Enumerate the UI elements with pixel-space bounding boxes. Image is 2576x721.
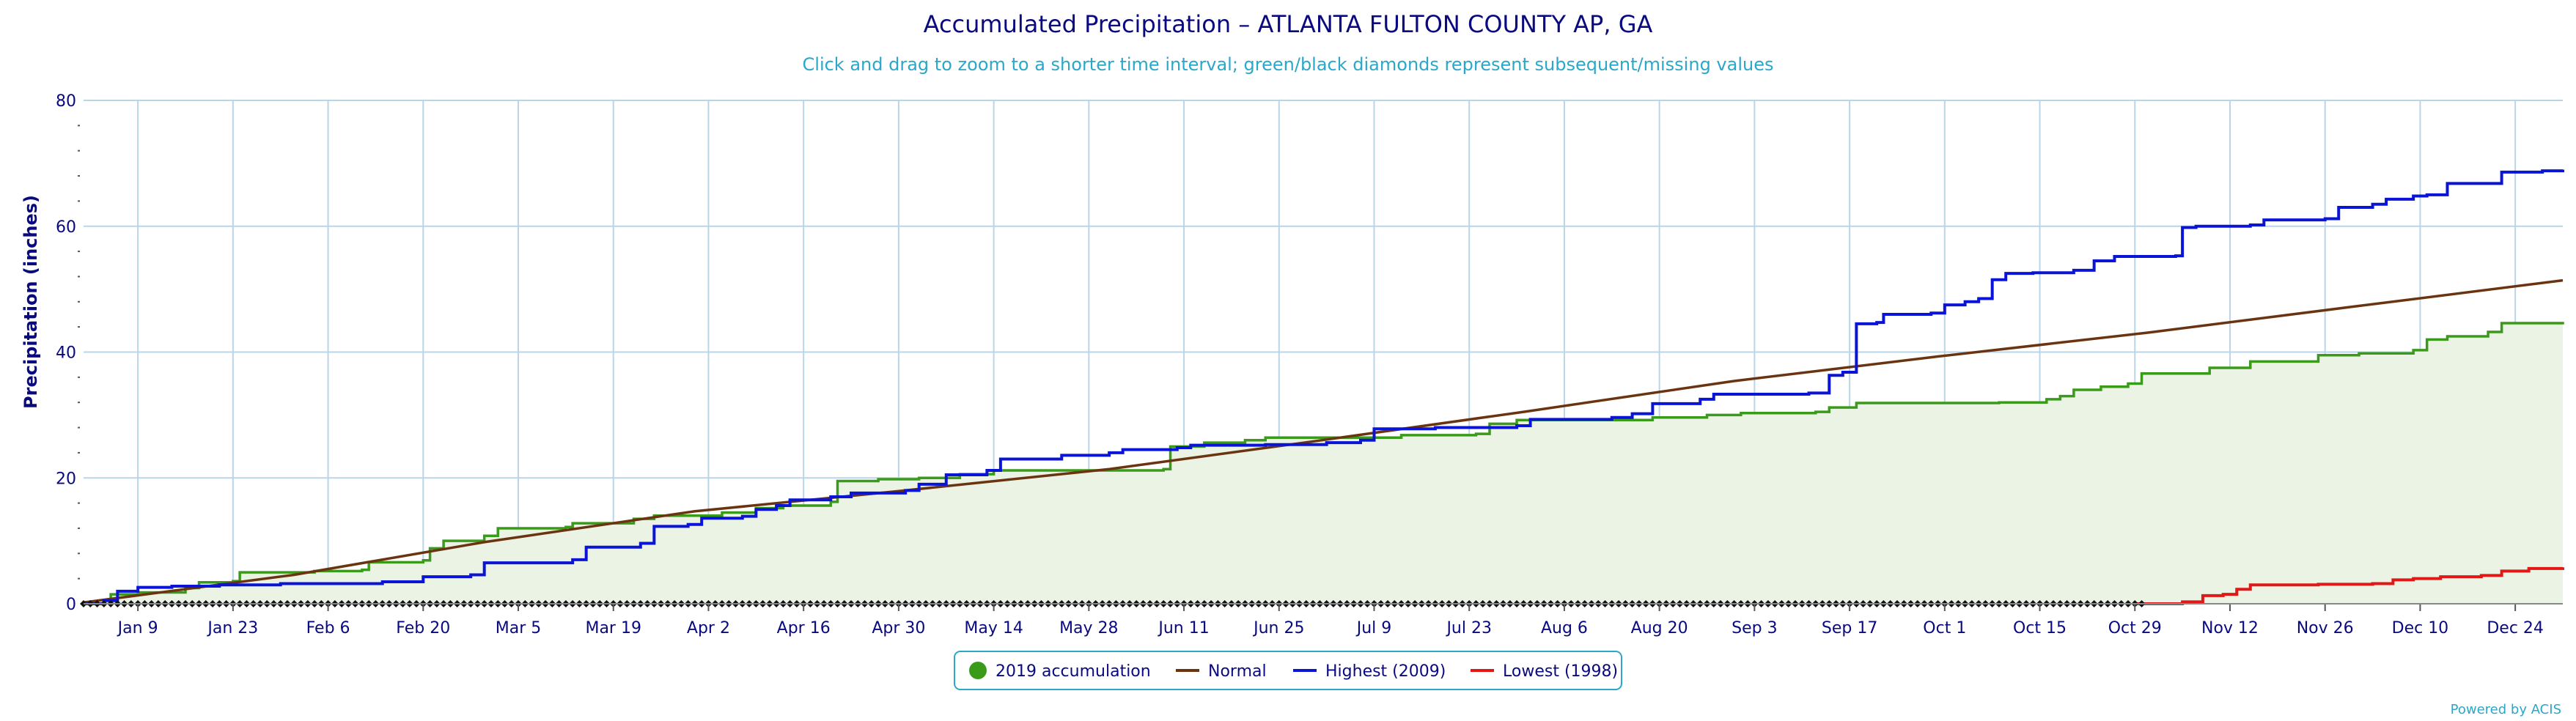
x-tick-label: Nov 12 [2201,619,2259,637]
legend-marker-accumulation [969,662,987,679]
legend-item-2019-accumulation[interactable]: 2019 accumulation [969,662,1151,681]
x-tick-label: Sep 17 [1822,619,1877,637]
plot-area[interactable] [83,169,2564,605]
x-tick-label: Jan 23 [206,619,258,637]
y-tick-label: 40 [56,344,76,363]
legend-item-normal[interactable]: Normal [1176,662,1267,681]
legend-label: 2019 accumulation [996,662,1151,681]
y-tick-label: 20 [56,470,76,488]
x-tick-label: May 14 [964,619,1023,637]
x-tick-label: Feb 6 [306,619,350,637]
x-tick-label: Jul 9 [1355,619,1392,637]
x-tick-label: Jul 23 [1445,619,1492,637]
axes: 0 20 40 60 80 Jan 9 Jan 23 Feb 6 Feb 20 Mar 5 Mar … [56,92,2563,637]
legend-label: Lowest (1998) [1503,662,1618,681]
x-tick-label: Jan 9 [117,619,158,637]
x-tick-label: Mar 5 [496,619,542,637]
legend-box [954,651,1622,690]
series-area-2019-accumulation [84,322,2563,604]
credit-link[interactable]: Powered by ACIS [2451,702,2561,717]
legend-item-lowest[interactable]: Lowest (1998) [1471,662,1618,681]
series-line-lowest-1998[interactable] [2135,566,2564,605]
x-tick-label: Oct 15 [2013,619,2067,637]
x-tick-label: Aug 20 [1631,619,1688,637]
y-tick-label: 0 [66,596,76,614]
y-tick-label: 60 [56,218,76,237]
legend-item-highest[interactable]: Highest (2009) [1293,662,1446,681]
series-line-highest-2009[interactable] [84,169,2564,605]
x-tick-label: Oct 29 [2108,619,2162,637]
x-tick-label: Jun 25 [1252,619,1304,637]
x-tick-label: Jun 11 [1157,619,1209,637]
x-tick-label: May 28 [1059,619,1118,637]
x-tick-label: Apr 2 [687,619,730,637]
legend[interactable]: 2019 accumulation Normal Highest (2009) … [954,651,1622,690]
y-tick-label: 80 [56,92,76,111]
x-tick-label: Mar 19 [585,619,641,637]
legend-label: Normal [1208,662,1267,681]
x-tick-label: Apr 30 [872,619,925,637]
series-line-normal[interactable] [83,278,2564,604]
x-tick-label: Apr 16 [777,619,831,637]
x-tick-label: Dec 24 [2487,619,2544,637]
x-tick-label: Dec 10 [2392,619,2449,637]
x-tick-label: Sep 3 [1732,619,1777,637]
x-tick-label: Feb 20 [396,619,450,637]
y-axis-label: Precipitation (inches) [21,195,41,409]
x-tick-label: Nov 26 [2297,619,2354,637]
x-tick-label: Aug 6 [1541,619,1588,637]
legend-label: Highest (2009) [1325,662,1446,681]
chart-subtitle: Click and drag to zoom to a shorter time… [803,54,1774,75]
x-tick-label: Oct 1 [1923,619,1966,637]
chart-title: Accumulated Precipitation – ATLANTA FULT… [924,10,1653,38]
